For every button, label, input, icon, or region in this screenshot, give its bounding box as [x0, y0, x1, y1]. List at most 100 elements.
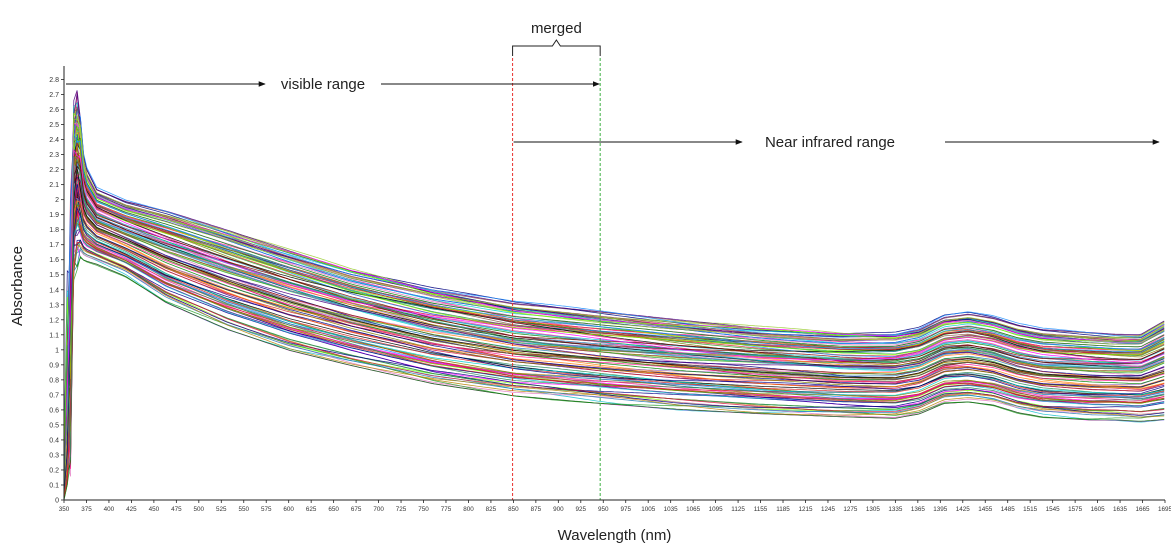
merged-label: merged [531, 20, 582, 37]
y-tick-label: 1.9 [49, 212, 59, 219]
spectrum-line [63, 122, 1165, 474]
x-tick-label: 525 [216, 506, 227, 513]
x-tick-label: 825 [486, 506, 497, 513]
y-tick-label: 0.9 [49, 362, 59, 369]
spectrum-line [63, 170, 1165, 480]
x-tick-label: 1395 [933, 506, 948, 513]
spectrum-line [63, 148, 1165, 479]
y-tick-label: 2.1 [49, 182, 59, 189]
axes [63, 66, 1165, 501]
spectrum-line [63, 106, 1165, 471]
x-tick-label: 625 [306, 506, 317, 513]
x-tick-label: 1245 [821, 506, 836, 513]
spectrum-line [63, 197, 1165, 485]
x-tick-label: 500 [194, 506, 205, 513]
x-tick-label: 1125 [731, 506, 745, 513]
x-tick-label: 775 [441, 506, 452, 513]
merged-bracket [512, 39, 601, 56]
y-tick-label: 2.4 [49, 137, 59, 144]
x-tick-label: 600 [283, 506, 294, 513]
y-tick-label: 2.8 [49, 77, 59, 84]
y-tick-label: 2.2 [49, 167, 59, 174]
x-tick-label: 1365 [911, 506, 926, 513]
y-tick-label: 1.1 [49, 332, 59, 339]
x-tick-label: 1215 [798, 506, 813, 513]
spectrum-line [63, 150, 1165, 470]
spectrum-line [63, 222, 1165, 493]
x-tick-label: 800 [463, 506, 474, 513]
spectrum-line [63, 173, 1165, 498]
spectrum-line [63, 183, 1165, 487]
spectrum-line [63, 137, 1165, 482]
x-axis-ticks: 350 375 400 425 450 475 500 525 550 575 600 625 650 6… [59, 500, 1171, 513]
spectrum-line [63, 152, 1165, 483]
y-tick-label: 0 [55, 498, 59, 505]
x-tick-label: 1665 [1136, 506, 1151, 513]
y-tick-label: 1.4 [49, 287, 59, 294]
spectrum-line [63, 256, 1165, 500]
range-markers [512, 58, 601, 500]
spectrum-line [63, 167, 1165, 482]
y-tick-label: 0.7 [49, 392, 59, 399]
spectrum-line [63, 239, 1165, 493]
y-tick-label: 1 [55, 347, 59, 354]
merged-annotation: merged [512, 20, 601, 56]
y-tick-label: 1.7 [49, 242, 59, 249]
x-tick-label: 1095 [709, 506, 724, 513]
x-tick-label: 650 [328, 506, 339, 513]
y-tick-label: 0.8 [49, 377, 59, 384]
spectrum-line [63, 135, 1165, 493]
spectrum-line [63, 174, 1165, 491]
y-tick-label: 1.2 [49, 317, 59, 324]
x-tick-label: 350 [59, 506, 70, 513]
x-tick-label: 950 [598, 506, 609, 513]
x-tick-label: 1335 [888, 506, 903, 513]
spectrum-line [63, 168, 1165, 494]
x-tick-label: 400 [104, 506, 115, 513]
x-tick-label: 725 [396, 506, 407, 513]
visible-range-annotation: visible range [66, 76, 600, 93]
x-tick-label: 375 [81, 506, 92, 513]
y-axis-title: Absorbance [9, 246, 26, 326]
y-tick-label: 1.5 [49, 272, 59, 279]
x-axis-title: Wavelength (nm) [558, 527, 672, 544]
x-tick-label: 1545 [1046, 506, 1061, 513]
y-tick-label: 1.6 [49, 257, 59, 264]
x-tick-label: 550 [238, 506, 249, 513]
y-tick-label: 2.6 [49, 107, 59, 114]
spectrum-line [63, 214, 1165, 492]
y-tick-label: 2 [55, 197, 59, 204]
y-tick-label: 0.6 [49, 407, 59, 414]
x-tick-label: 925 [576, 506, 587, 513]
spectrum-line [63, 107, 1165, 464]
spectrum-line [63, 200, 1165, 488]
x-tick-label: 1515 [1023, 506, 1038, 513]
y-tick-label: 2.5 [49, 122, 59, 129]
near-infrared-range-label: Near infrared range [765, 134, 895, 151]
spectrum-line [63, 211, 1165, 499]
x-tick-label: 1005 [641, 506, 656, 513]
y-tick-label: 0.3 [49, 452, 59, 459]
spectrum-line [63, 142, 1165, 478]
y-axis-ticks: 0 0.1 0.2 0.3 0.4 0.5 0.6 0.7 0.8 0.9 1 1.1 1.2 1.3 1.… [49, 77, 64, 505]
y-tick-label: 0.5 [49, 422, 59, 429]
x-tick-label: 1485 [1001, 506, 1016, 513]
visible-range-label: visible range [281, 76, 365, 93]
spectrum-line [63, 108, 1165, 468]
x-tick-label: 450 [149, 506, 160, 513]
x-tick-label: 1575 [1068, 506, 1083, 513]
spectrum-line [63, 133, 1165, 472]
x-tick-label: 1185 [776, 506, 790, 513]
spectrum-line [63, 241, 1165, 498]
y-tick-label: 2.3 [49, 152, 59, 159]
spectrum-line [63, 130, 1165, 467]
spectrum-line [63, 206, 1165, 493]
x-tick-label: 875 [531, 506, 542, 513]
x-tick-label: 575 [261, 506, 272, 513]
spectra-lines [63, 90, 1165, 501]
x-tick-label: 1695 [1158, 506, 1171, 513]
x-tick-label: 475 [171, 506, 182, 513]
x-tick-label: 1155 [754, 506, 768, 513]
x-tick-label: 975 [620, 506, 631, 513]
y-tick-label: 1.8 [49, 227, 59, 234]
